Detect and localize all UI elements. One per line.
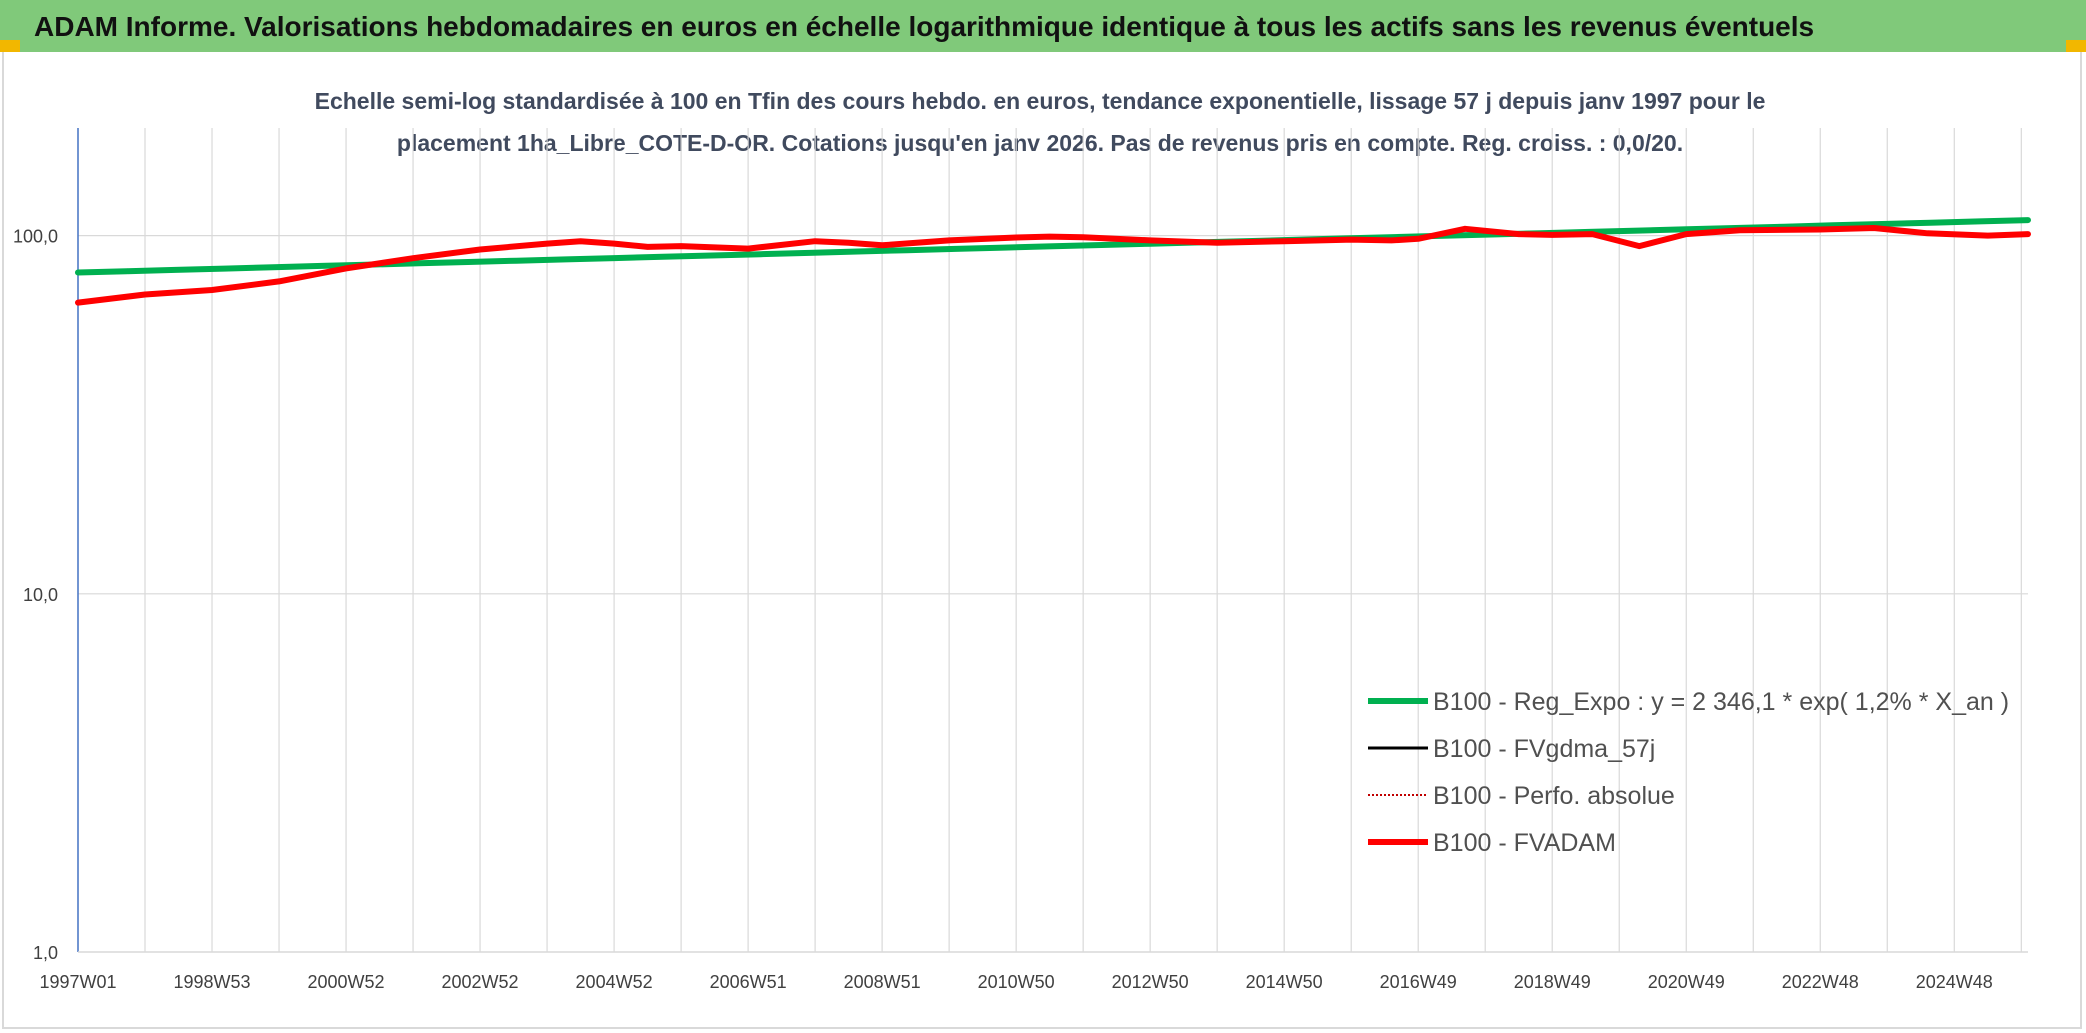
y-tick-label: 1,0 xyxy=(33,943,58,963)
x-tick-label: 2004W52 xyxy=(576,972,653,992)
chart-title: Echelle semi-log standardisée à 100 en T… xyxy=(314,88,1766,114)
legend-label-reg-expo: B100 - Reg_Expo : y = 2 346,1 * exp( 1,2… xyxy=(1433,688,2009,716)
x-tick-label: 1997W01 xyxy=(39,972,116,992)
corner-marker-right xyxy=(2066,40,2086,52)
legend-label-fvadam: B100 - FVADAM xyxy=(1433,829,1616,857)
x-tick-label: 2010W50 xyxy=(978,972,1055,992)
y-tick-labels: 1,0 10,0 100,0 xyxy=(13,227,58,963)
legend: B100 - Reg_Expo : y = 2 346,1 * exp( 1,2… xyxy=(1368,688,2009,857)
x-tick-label: 2022W48 xyxy=(1782,972,1859,992)
legend-label-perfo: B100 - Perfo. absolue xyxy=(1433,782,1675,810)
x-tick-label: 2016W49 xyxy=(1380,972,1457,992)
y-tick-label: 10,0 xyxy=(23,585,58,605)
banner-title: ADAM Informe. Valorisations hebdomadaire… xyxy=(0,0,2086,52)
x-tick-label: 2020W49 xyxy=(1648,972,1725,992)
x-tick-label: 2002W52 xyxy=(442,972,519,992)
x-tick-label: 1998W53 xyxy=(173,972,250,992)
x-tick-label: 2012W50 xyxy=(1112,972,1189,992)
series-line-reg-expo xyxy=(75,217,2031,276)
x-tick-label: 2000W52 xyxy=(308,972,385,992)
legend-label-fvgdma: B100 - FVgdma_57j xyxy=(1433,735,1655,763)
grid-lines xyxy=(78,128,2028,952)
x-tick-label: 2024W48 xyxy=(1916,972,1993,992)
chart-subtitle: placement 1ha_Libre_COTE-D-OR. Cotations… xyxy=(396,130,1684,156)
corner-marker-left xyxy=(0,40,20,52)
series-lines xyxy=(75,217,2031,306)
x-tick-label: 2018W49 xyxy=(1514,972,1591,992)
x-tick-label: 2014W50 xyxy=(1246,972,1323,992)
x-tick-label: 2006W51 xyxy=(710,972,787,992)
x-tick-label: 2008W51 xyxy=(844,972,921,992)
x-tick-labels: 1997W01 1998W53 2000W52 2002W52 2004W52 2006W… xyxy=(39,972,1992,992)
chart-frame xyxy=(2,52,2082,1029)
y-tick-label: 100,0 xyxy=(13,227,58,247)
series-line-fvadam xyxy=(75,225,2031,306)
